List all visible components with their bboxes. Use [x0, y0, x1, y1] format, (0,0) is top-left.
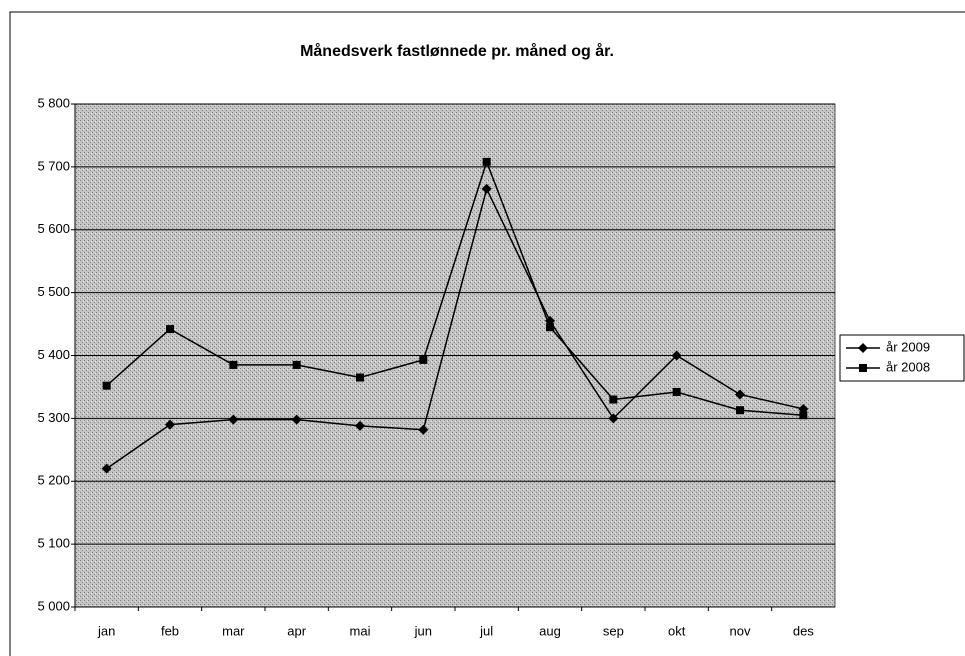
- x-tick-label: jul: [479, 623, 493, 638]
- x-tick-label: nov: [730, 623, 751, 638]
- x-tick-label: aug: [539, 623, 561, 638]
- y-tick-label: 5 800: [37, 95, 70, 110]
- x-tick-label: mai: [350, 623, 371, 638]
- legend-marker: [858, 343, 868, 353]
- x-tick-label: feb: [161, 623, 179, 638]
- data-point: [418, 424, 429, 435]
- data-point: [292, 360, 301, 369]
- series-line: [106, 186, 804, 470]
- data-point: [609, 395, 618, 404]
- x-tick-label: okt: [668, 623, 686, 638]
- y-tick-label: 5 700: [37, 158, 70, 173]
- data-point: [291, 414, 302, 425]
- data-point: [101, 463, 112, 474]
- y-tick-label: 5 500: [37, 284, 70, 299]
- data-point: [355, 420, 365, 431]
- data-point: [799, 411, 808, 420]
- series-line: [106, 159, 804, 416]
- y-tick-label: 5 300: [37, 410, 70, 425]
- y-tick-label: 5 400: [37, 347, 70, 362]
- data-point: [228, 414, 239, 425]
- x-tick-label: mar: [222, 623, 245, 638]
- legend: [839, 334, 965, 382]
- x-tick-label: jan: [97, 623, 115, 638]
- chart-title: Månedsverk fastlønnede pr. måned og år.: [300, 42, 614, 60]
- data-point: [356, 373, 364, 382]
- data-point: [419, 355, 428, 364]
- x-tick-label: des: [793, 623, 814, 638]
- data-point: [736, 406, 744, 415]
- data-point: [166, 325, 174, 334]
- y-tick-label: 5 600: [37, 221, 70, 236]
- data-point: [481, 183, 492, 194]
- y-tick-label: 5 200: [37, 473, 70, 488]
- data-point: [102, 381, 111, 390]
- legend-label: år 2009: [886, 339, 930, 354]
- data-point: [608, 413, 619, 424]
- legend-marker: [859, 364, 867, 372]
- x-tick-label: sep: [603, 623, 624, 638]
- data-point: [671, 350, 682, 361]
- legend-label: år 2008: [886, 359, 930, 374]
- data-point: [546, 323, 554, 332]
- y-tick-label: 5 000: [37, 598, 70, 613]
- x-tick-label: apr: [287, 623, 306, 638]
- data-point: [735, 389, 745, 400]
- data-point: [229, 360, 238, 369]
- data-point: [672, 387, 681, 396]
- data-point: [165, 419, 175, 430]
- y-tick-label: 5 100: [37, 536, 70, 551]
- data-point: [482, 157, 491, 166]
- x-tick-label: jun: [414, 623, 432, 638]
